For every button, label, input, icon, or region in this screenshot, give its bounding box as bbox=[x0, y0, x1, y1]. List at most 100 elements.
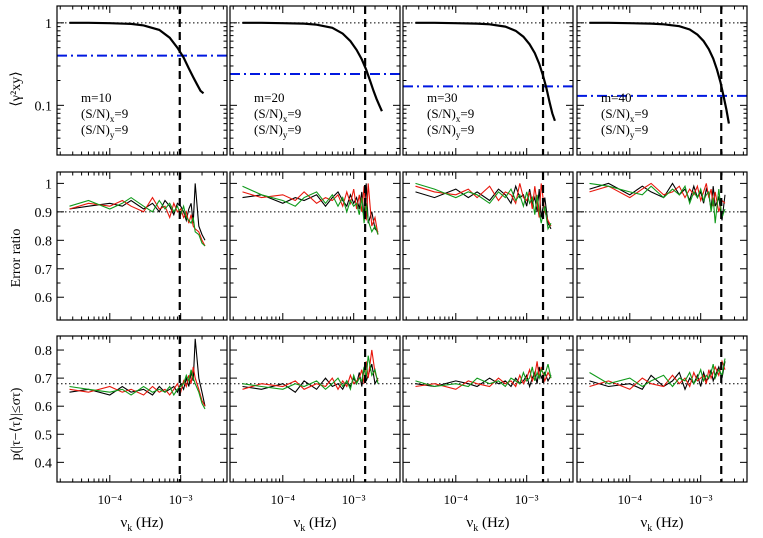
annotation-m: m=10 bbox=[81, 90, 111, 105]
panel-r2-c3 bbox=[402, 171, 574, 321]
panel-annotation: m=10(S/N)x=9(S/N)y=9 bbox=[81, 90, 128, 140]
plot-area bbox=[242, 349, 379, 393]
panel-grid: 0.11m=10(S/N)x=9(S/N)y=9m=20(S/N)x=9(S/N… bbox=[35, 5, 748, 507]
panel-r2-c2 bbox=[229, 171, 401, 321]
panel-r1-c1: 0.1 1 m=10(S/N)x=9(S/N)y=9 bbox=[35, 5, 228, 156]
y-tick-label: 0.7 bbox=[35, 263, 53, 278]
annotation-sn: (S/N)x=9 bbox=[601, 106, 648, 124]
annotation-sn: (S/N)x=9 bbox=[427, 106, 474, 124]
x-tick-label: 10⁻³ bbox=[342, 492, 366, 507]
panel-r1-c4: m=40(S/N)x=9(S/N)y=9 bbox=[576, 5, 748, 156]
annotation-sn: (S/N)y=9 bbox=[81, 122, 128, 140]
panel-frame bbox=[576, 171, 748, 321]
panel-annotation: m=40(S/N)x=9(S/N)y=9 bbox=[601, 90, 648, 140]
plot-area bbox=[230, 21, 400, 112]
panel-frame bbox=[402, 171, 574, 321]
panel-annotation: m=20(S/N)x=9(S/N)y=9 bbox=[254, 90, 301, 140]
panel-frame bbox=[229, 5, 401, 156]
y-tick-label: 0.9 bbox=[35, 206, 53, 221]
x-tick-label: 10⁻⁴ bbox=[98, 492, 123, 507]
series-green bbox=[589, 182, 726, 224]
panel-annotation: m=30(S/N)x=9(S/N)y=9 bbox=[427, 90, 474, 140]
panel-frame bbox=[56, 5, 228, 156]
series-red bbox=[69, 366, 206, 407]
plot-area bbox=[589, 358, 726, 391]
series-green bbox=[415, 363, 552, 388]
annotation-m: m=20 bbox=[254, 90, 284, 105]
x-axis-title: νk (Hz) bbox=[466, 515, 509, 534]
x-tick-label: 10⁻⁴ bbox=[271, 492, 296, 507]
row-label-coherence: ⟨γ²xy⟩ bbox=[9, 71, 24, 106]
series-red bbox=[242, 183, 379, 235]
annotation-sn: (S/N)x=9 bbox=[254, 106, 301, 124]
row-label-error-ratio: Error ratio bbox=[9, 229, 24, 288]
y-tick-label: 0.6 bbox=[35, 400, 53, 415]
annotation-m: m=40 bbox=[601, 90, 631, 105]
y-tick-label: 1 bbox=[45, 17, 52, 32]
panel-r2-c4 bbox=[576, 171, 748, 321]
row-label-error-ratio-text: Error ratio bbox=[9, 229, 24, 288]
y-tick-label: 0.4 bbox=[35, 456, 53, 471]
series-black bbox=[242, 363, 379, 393]
plot-area bbox=[242, 183, 379, 235]
x-tick-label: 10⁻⁴ bbox=[444, 492, 469, 507]
panel-r2-c1: 0.6 0.7 0.8 0.9 1 bbox=[35, 171, 228, 321]
y-tick-label: 0.5 bbox=[35, 428, 53, 443]
panel-frame bbox=[576, 5, 748, 156]
panel-r1-c2: m=20(S/N)x=9(S/N)y=9 bbox=[229, 5, 401, 156]
panel-r3-c2: 10⁻⁴ 10⁻³ bbox=[229, 335, 401, 507]
series-green bbox=[589, 358, 726, 388]
panel-r3-c1: 0.4 0.5 0.6 0.7 0.8 10⁻⁴ 10⁻³ bbox=[35, 335, 228, 507]
plot-area bbox=[415, 361, 552, 390]
x-tick-label: 10⁻⁴ bbox=[618, 492, 643, 507]
y-tick-label: 0.7 bbox=[35, 372, 53, 387]
x-tick-label: 10⁻³ bbox=[515, 492, 539, 507]
y-tick-label: 1 bbox=[45, 177, 52, 192]
row-label-probability-text: p(|τ−⟨τ⟩|≤στ) bbox=[9, 387, 24, 460]
y-tick-label: 0.6 bbox=[35, 291, 53, 306]
panel-r3-c4: 10⁻⁴ 10⁻³ bbox=[576, 335, 748, 507]
panel-frame bbox=[576, 335, 748, 483]
annotation-sn: (S/N)y=9 bbox=[601, 122, 648, 140]
plot-area bbox=[69, 338, 206, 410]
panel-frame bbox=[402, 5, 574, 156]
panel-frame bbox=[56, 171, 228, 321]
coherence-curve bbox=[69, 21, 205, 95]
series-black bbox=[589, 361, 726, 391]
panel-frame bbox=[402, 335, 574, 483]
series-green bbox=[242, 355, 379, 392]
x-tick-label: 10⁻³ bbox=[689, 492, 713, 507]
row-label-coherence-text: ⟨γ²xy⟩ bbox=[9, 71, 24, 106]
row-label-probability: p(|τ−⟨τ⟩|≤στ) bbox=[9, 387, 24, 460]
panel-frame bbox=[229, 171, 401, 321]
series-red bbox=[589, 182, 726, 212]
panel-frame bbox=[56, 335, 228, 483]
y-tick-label: 0.8 bbox=[35, 344, 53, 359]
y-tick-label: 0.8 bbox=[35, 234, 53, 249]
series-green bbox=[69, 369, 206, 410]
annotation-m: m=30 bbox=[427, 90, 457, 105]
plot-area bbox=[415, 182, 552, 231]
series-green bbox=[69, 196, 206, 247]
x-axis-title: νk (Hz) bbox=[120, 515, 163, 534]
plot-area bbox=[403, 21, 573, 122]
panel-r3-c3: 10⁻⁴ 10⁻³ bbox=[402, 335, 574, 507]
series-black bbox=[69, 338, 206, 407]
panel-frame bbox=[229, 335, 401, 483]
x-tick-label: 10⁻³ bbox=[169, 492, 193, 507]
x-axis-title: νk (Hz) bbox=[640, 515, 683, 534]
annotation-sn: (S/N)x=9 bbox=[81, 106, 128, 124]
series-green bbox=[415, 182, 552, 231]
y-tick-label: 0.1 bbox=[35, 99, 53, 114]
annotation-sn: (S/N)y=9 bbox=[254, 122, 301, 140]
plot-area bbox=[589, 182, 726, 224]
coherence-curve bbox=[242, 21, 383, 112]
annotation-sn: (S/N)y=9 bbox=[427, 122, 474, 140]
plot-area bbox=[69, 183, 206, 247]
panel-r1-c3: m=30(S/N)x=9(S/N)y=9 bbox=[402, 5, 574, 156]
coherence-curve bbox=[415, 21, 556, 122]
plot-area bbox=[57, 21, 227, 95]
series-green bbox=[242, 185, 379, 235]
